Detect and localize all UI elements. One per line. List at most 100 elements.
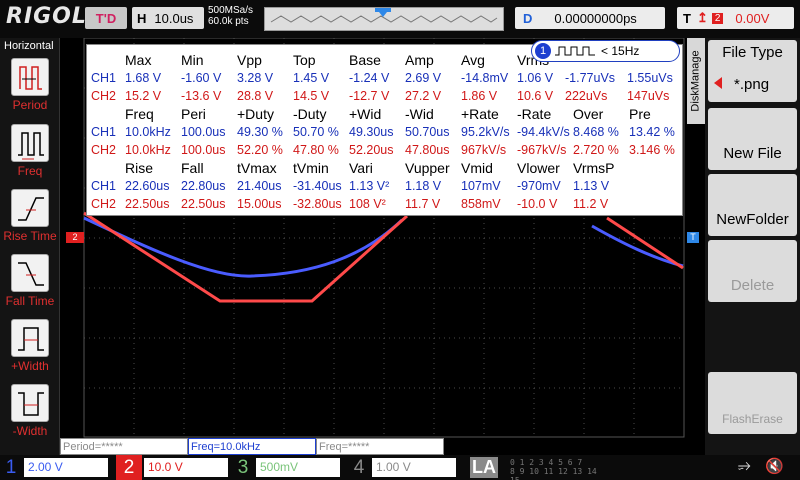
delete-button[interactable]: Delete	[708, 240, 797, 302]
value-cell: -970mV	[517, 179, 561, 193]
trigger-key: T	[683, 10, 691, 26]
menu-item-positive-width[interactable]: +Width	[0, 319, 60, 383]
value-cell: 49.30 %	[237, 125, 283, 139]
new-file-label: New File	[723, 145, 782, 162]
value-cell: 967kV/s	[461, 143, 507, 157]
rising-edge-icon: ↥	[696, 10, 708, 25]
new-folder-button[interactable]: NewFolder	[708, 174, 797, 236]
disk-manage-tab[interactable]: DiskManage	[687, 38, 705, 124]
menu-item-label: -Width	[12, 424, 48, 438]
menu-item-negative-width[interactable]: -Width	[0, 384, 60, 448]
value-cell: -1.60 V	[181, 71, 222, 85]
disk-manage-menu: File Type *.png New File NewFolder Delet…	[705, 38, 800, 455]
trigger-level: 0.00V	[735, 10, 770, 26]
header-tvmax: tVmax	[237, 160, 277, 176]
value-cell: 147uVs	[627, 89, 670, 103]
new-file-button[interactable]: New File	[708, 108, 797, 170]
value-cell: 11.7 V	[405, 197, 441, 211]
ch1-number[interactable]: 1	[5, 457, 17, 478]
header-neg-duty: -Duty	[293, 106, 327, 122]
top-status-bar: RIGOL T'D H 10.0us 500MSa/s 60.0k pts D …	[0, 0, 800, 38]
value-cell: -14.8mV	[461, 71, 509, 85]
ch1-scale[interactable]: 2.00 V	[24, 458, 108, 477]
menu-item-label: Freq	[17, 164, 43, 178]
frequency-counter-pill[interactable]: 1 < 15Hz	[531, 40, 680, 62]
flash-erase-label: FlashErase	[722, 412, 783, 426]
value-cell: 52.20 %	[237, 143, 283, 157]
menu-item-rise-time[interactable]: Rise Time	[0, 189, 60, 253]
timebase-box[interactable]: H 10.0us	[132, 7, 204, 29]
value-cell: 15.2 V	[125, 89, 162, 103]
delay-key: D	[523, 10, 533, 26]
value-cell: 27.2 V	[405, 89, 442, 103]
value-cell: 52.20us	[349, 143, 394, 157]
ch2-number[interactable]: 2	[116, 455, 142, 480]
header-vupper: Vupper	[405, 160, 450, 176]
value-cell: 22.50us	[125, 197, 170, 211]
logic-analyzer-button[interactable]: LA	[470, 457, 498, 478]
value-cell: 50.70us	[405, 125, 450, 139]
fall-time-icon	[11, 254, 49, 292]
ch2-scale[interactable]: 10.0 V	[144, 458, 228, 477]
delay-value: 0.00000000ps	[554, 10, 637, 26]
value-cell: 10.0kHz	[125, 143, 171, 157]
ch4-number[interactable]: 4	[353, 457, 365, 478]
menu-item-freq[interactable]: Freq	[0, 124, 60, 188]
value-cell: -13.6 V	[181, 89, 222, 103]
ch3-number[interactable]: 3	[237, 457, 249, 478]
ch4-scale[interactable]: 1.00 V	[372, 458, 456, 477]
menu-item-label: Fall Time	[5, 294, 55, 308]
digital-bits-row2: 8 9 10 11 12 13 14 15	[510, 467, 597, 480]
speaker-mute-icon[interactable]: 🔇	[765, 458, 784, 475]
select-arrow-icon	[714, 77, 722, 89]
horizontal-measure-menu: Horizontal Period Freq Rise Time Fall Ti…	[0, 38, 60, 455]
header-tvmin: tVmin	[293, 160, 329, 176]
channel-label: CH1	[91, 125, 117, 139]
value-cell: 95.2kV/s	[461, 125, 510, 139]
flash-erase-button[interactable]: FlashErase	[708, 372, 797, 434]
memory-position-bar[interactable]	[264, 7, 504, 31]
value-cell: 28.8 V	[237, 89, 274, 103]
positive-width-icon	[11, 319, 49, 357]
usb-icon: ⭌	[738, 457, 751, 474]
measurement-table: Max Min Vpp Top Base Amp Avg Vrms CH1 1.…	[86, 44, 683, 216]
menu-item-fall-time[interactable]: Fall Time	[0, 254, 60, 318]
value-cell: 21.40us	[237, 179, 282, 193]
file-type-title: File Type	[722, 44, 783, 61]
header-vlower: Vlower	[517, 160, 560, 176]
channel-label: CH1	[91, 71, 117, 85]
header-over: Over	[573, 106, 604, 122]
channel-label: CH2	[91, 89, 117, 103]
trigger-box[interactable]: T ↥ 2 0.00V	[677, 7, 794, 29]
value-cell: 858mV	[461, 197, 501, 211]
value-cell: -10.0 V	[517, 197, 558, 211]
value-cell: 8.468 %	[573, 125, 619, 139]
trigger-level-marker[interactable]: T	[687, 232, 699, 243]
value-cell: 11.2 V	[573, 197, 609, 211]
value-cell: -32.80us	[293, 197, 342, 211]
frequency-icon	[11, 124, 49, 162]
menu-item-label: Period	[12, 98, 48, 112]
value-cell: -967kV/s	[517, 143, 567, 157]
run-state-badge[interactable]: T'D	[85, 7, 127, 29]
menu-item-period[interactable]: Period	[0, 58, 60, 122]
delay-box[interactable]: D 0.00000000ps	[515, 7, 665, 29]
channel-label: CH1	[91, 179, 117, 193]
file-type-button[interactable]: File Type *.png	[708, 40, 797, 102]
value-cell: 1.06 V	[517, 71, 554, 85]
menu-item-label: +Width	[11, 359, 49, 373]
trigger-source: 2	[711, 12, 724, 24]
header-base: Base	[349, 52, 381, 68]
value-cell: 100.0us	[181, 143, 226, 157]
value-cell: 2.69 V	[405, 71, 442, 85]
value-cell: 14.5 V	[293, 89, 330, 103]
timebase-value: 10.0us	[154, 10, 194, 26]
value-cell: 50.70 %	[293, 125, 339, 139]
ch3-scale[interactable]: 500mV	[256, 458, 340, 477]
value-cell: -31.40us	[293, 179, 342, 193]
value-cell: -1.77uVs	[565, 71, 616, 85]
value-cell: -12.7 V	[349, 89, 390, 103]
ch2-offset-marker[interactable]: 2	[66, 232, 84, 243]
memory-depth: 60.0k pts	[208, 16, 249, 27]
value-cell: 222uVs	[565, 89, 608, 103]
